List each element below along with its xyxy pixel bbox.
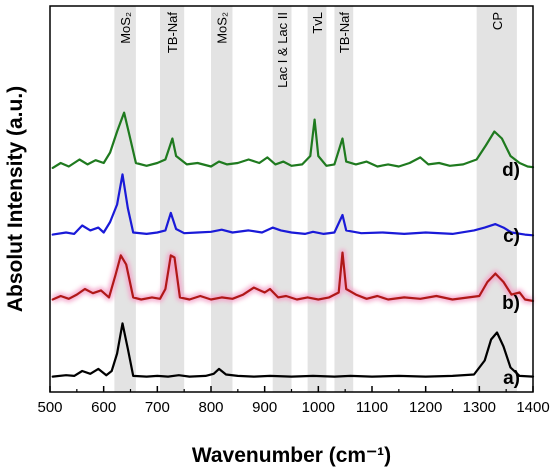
highlight-band [211, 6, 233, 392]
series-label: b) [502, 293, 520, 314]
series-line [51, 251, 535, 302]
x-tick-label: 1000 [302, 399, 335, 416]
band-label: Lac I & Lac II [275, 12, 290, 88]
x-tick-label: 800 [198, 399, 223, 416]
x-axis-title: Wavenumber (cm⁻¹) [192, 444, 391, 467]
x-tick-label: 1300 [463, 399, 496, 416]
highlight-band [476, 6, 517, 392]
x-tick-label: 600 [91, 399, 116, 416]
y-axis-title: Absolut Intensity (a.u.) [4, 86, 27, 312]
x-tick-label: 700 [145, 399, 170, 416]
band-label: MoS₂ [215, 12, 230, 44]
band-label: MoS₂ [118, 12, 133, 44]
highlight-band [307, 6, 327, 392]
series-label: d) [502, 160, 520, 181]
band-label: TB-Naf [165, 12, 180, 54]
x-axis: 500 600 700 800 900 1000 1100 1200 1300 1400 [37, 386, 550, 416]
band-label: TvL [310, 12, 325, 34]
highlight-band [160, 6, 185, 392]
x-tick-label: 1100 [356, 399, 388, 416]
x-tick-label: 1400 [516, 399, 549, 416]
band-label: CP [490, 12, 505, 30]
series-line [51, 173, 535, 237]
series-line [51, 322, 535, 378]
series-label: c) [503, 226, 520, 247]
series-line [51, 111, 535, 169]
band-labels: MoS₂ TB-Naf MoS₂ Lac I & Lac II TvL TB-Naf CP [118, 12, 505, 88]
band-label: TB-Naf [337, 12, 352, 54]
series-lines [51, 111, 535, 378]
highlight-band [334, 6, 354, 392]
series-labels: a) b) c) d) [502, 160, 520, 389]
x-tick-label: 900 [252, 399, 277, 416]
series-label: a) [503, 368, 520, 389]
x-tick-label: 1200 [409, 399, 442, 416]
x-tick-label: 500 [37, 399, 62, 416]
highlight-bands [114, 6, 517, 392]
